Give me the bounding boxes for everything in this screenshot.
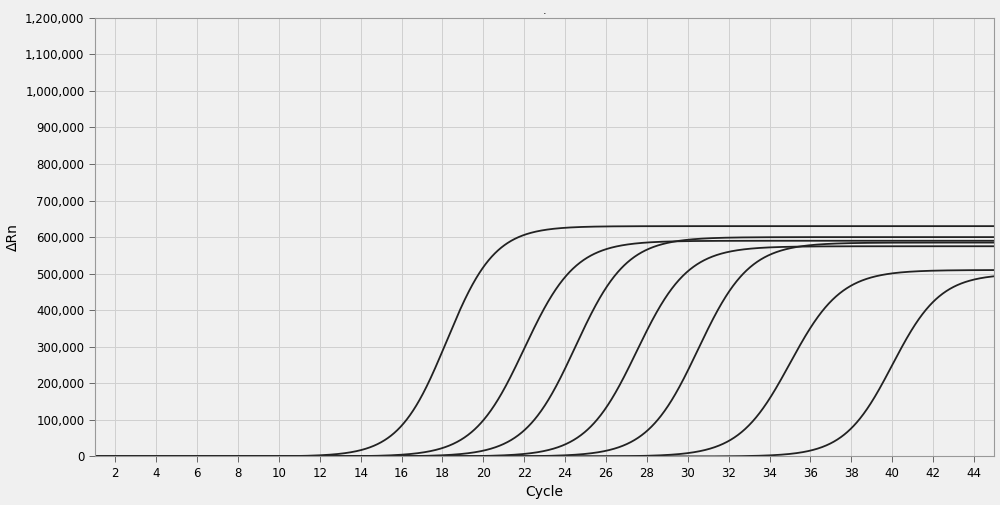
Title: .: . — [543, 6, 546, 16]
X-axis label: Cycle: Cycle — [526, 485, 564, 499]
Y-axis label: ΔRn: ΔRn — [6, 223, 20, 251]
